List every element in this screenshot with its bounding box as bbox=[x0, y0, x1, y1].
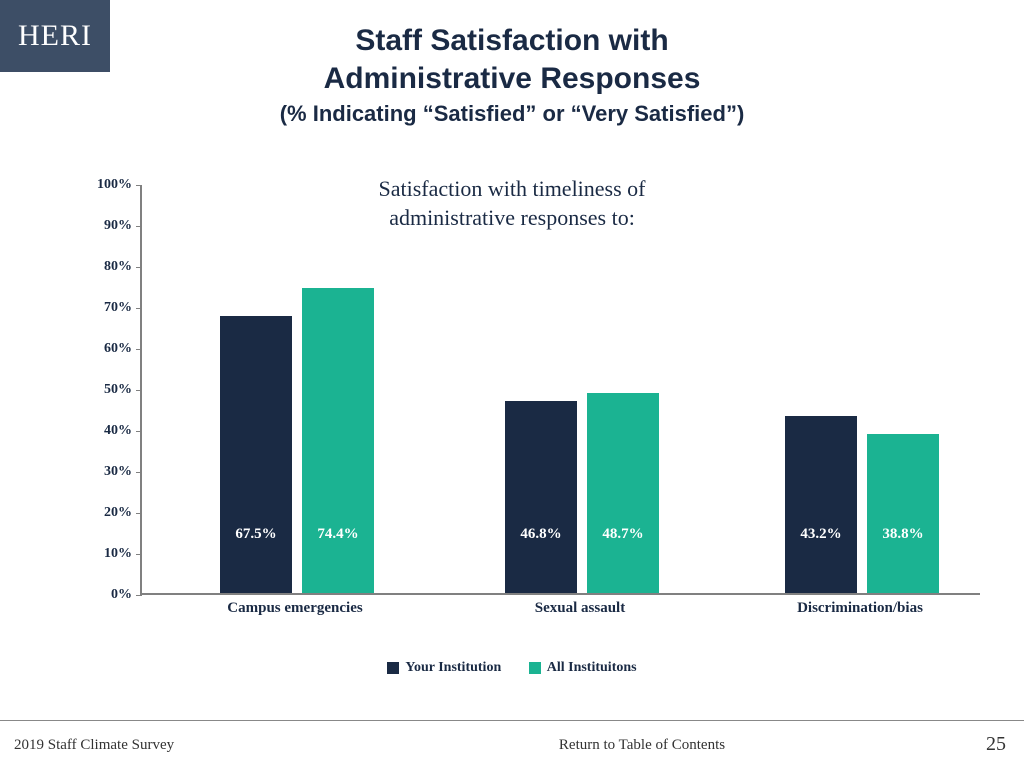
y-tick-mark bbox=[136, 595, 142, 596]
category-label: Campus emergencies bbox=[175, 600, 415, 617]
y-tick-label: 30% bbox=[82, 464, 132, 480]
y-tick-label: 20% bbox=[82, 505, 132, 521]
bar-value-label: 46.8% bbox=[505, 526, 577, 543]
title-subtitle: (% Indicating “Satisfied” or “Very Satis… bbox=[0, 101, 1024, 127]
y-tick-label: 80% bbox=[82, 259, 132, 275]
title-line2: Administrative Responses bbox=[0, 60, 1024, 98]
legend-label-0: Your Institution bbox=[405, 660, 501, 676]
category-label: Discrimination/bias bbox=[740, 600, 980, 617]
y-tick-label: 60% bbox=[82, 341, 132, 357]
bar-value-label: 67.5% bbox=[220, 526, 292, 543]
bar-value-label: 43.2% bbox=[785, 526, 857, 543]
bar: 48.7% bbox=[587, 393, 659, 593]
bar: 74.4% bbox=[302, 288, 374, 593]
legend: Your Institution All Instituitons bbox=[0, 660, 1024, 679]
plot-area: 67.5% 74.4% 46.8% 48.7% 43.2% 38.8% bbox=[140, 185, 980, 595]
title-block: Staff Satisfaction with Administrative R… bbox=[0, 22, 1024, 127]
legend-swatch-1 bbox=[529, 662, 541, 674]
y-tick-label: 50% bbox=[82, 382, 132, 398]
bar-value-label: 74.4% bbox=[302, 526, 374, 543]
bar-value-label: 38.8% bbox=[867, 526, 939, 543]
bar: 46.8% bbox=[505, 401, 577, 593]
legend-swatch-0 bbox=[387, 662, 399, 674]
bar: 38.8% bbox=[867, 434, 939, 593]
bar-chart: 0%10%20%30%40%50%60%70%80%90%100% 67.5%7… bbox=[80, 185, 980, 625]
legend-item-0: Your Institution bbox=[387, 660, 501, 676]
y-tick-label: 0% bbox=[82, 587, 132, 603]
legend-item-1: All Instituitons bbox=[529, 660, 637, 676]
y-tick-label: 90% bbox=[82, 218, 132, 234]
bar: 43.2% bbox=[785, 416, 857, 593]
title-line1: Staff Satisfaction with bbox=[0, 22, 1024, 60]
footer: 2019 Staff Climate Survey Return to Tabl… bbox=[0, 720, 1024, 768]
y-tick-label: 100% bbox=[82, 177, 132, 193]
bar-value-label: 48.7% bbox=[587, 526, 659, 543]
y-tick-label: 40% bbox=[82, 423, 132, 439]
slide: HERI Staff Satisfaction with Administrat… bbox=[0, 0, 1024, 768]
y-tick-label: 10% bbox=[82, 546, 132, 562]
footer-page-number: 25 bbox=[986, 733, 1006, 756]
legend-label-1: All Instituitons bbox=[547, 660, 637, 676]
category-label: Sexual assault bbox=[460, 600, 700, 617]
y-tick-label: 70% bbox=[82, 300, 132, 316]
footer-toc-link[interactable]: Return to Table of Contents bbox=[0, 737, 1024, 754]
bar: 67.5% bbox=[220, 316, 292, 593]
